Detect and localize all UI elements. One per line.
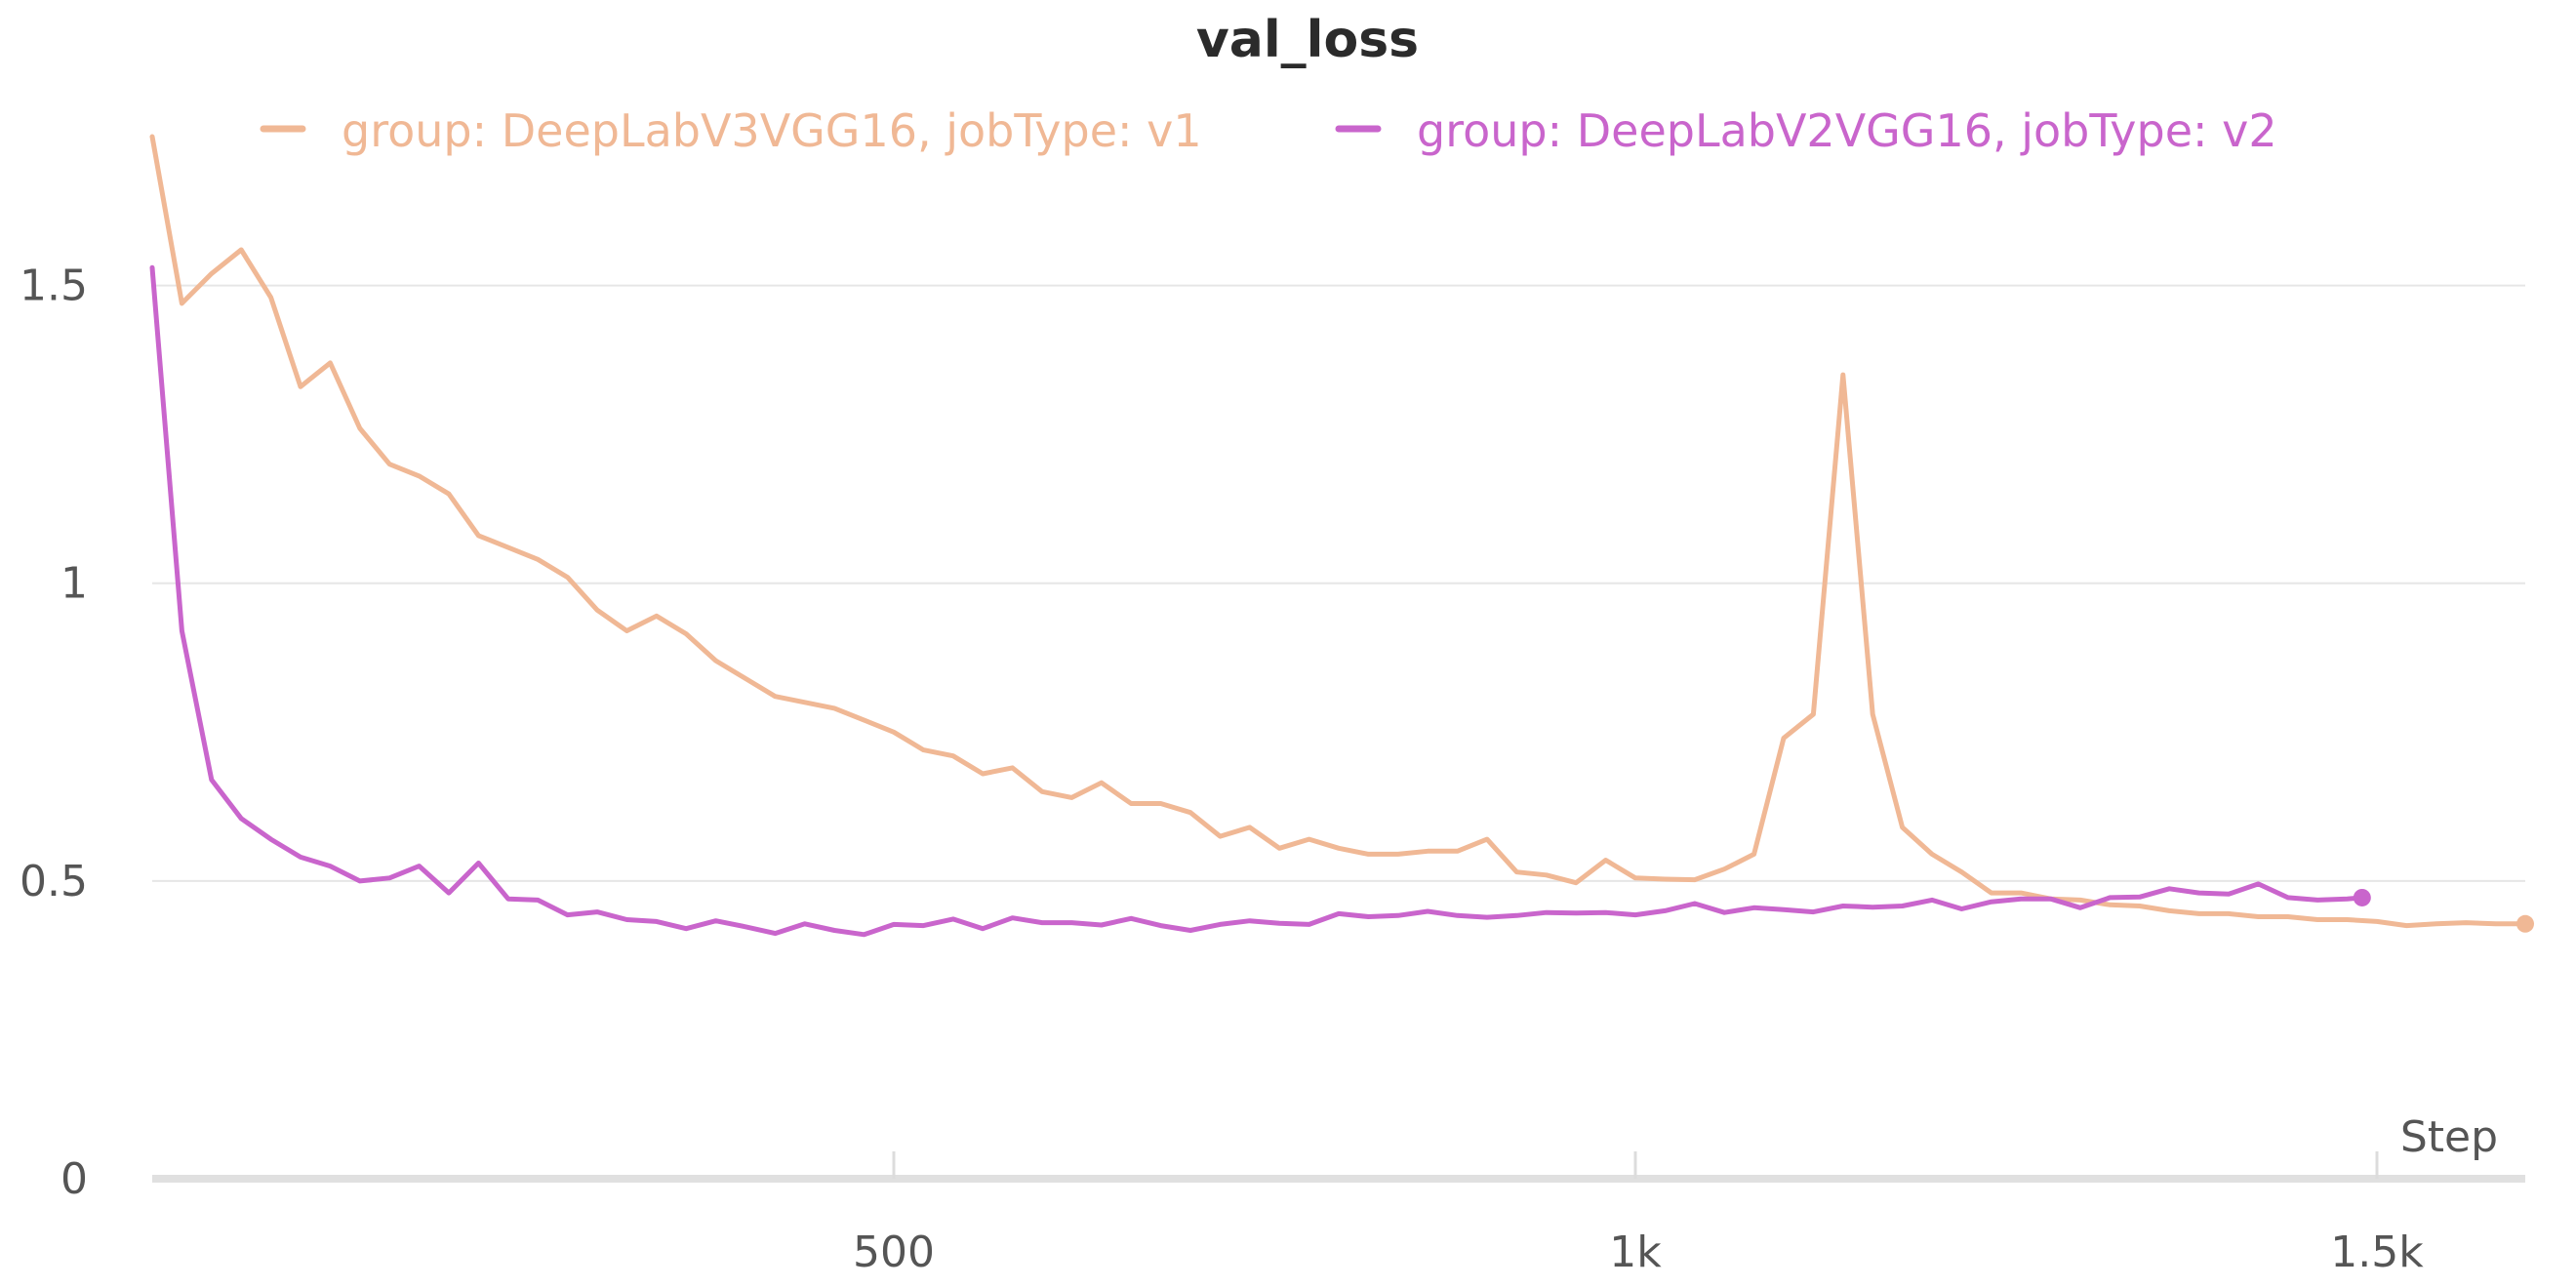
x-tick-label: 500 xyxy=(853,1228,935,1277)
series-line-1 xyxy=(149,134,2528,929)
x-tick-label: 1k xyxy=(1609,1228,1662,1277)
x-axis-label: Step xyxy=(2400,1112,2498,1162)
legend-label-1: group: DeepLabV3VGG16, jobType: v1 xyxy=(342,104,1202,157)
y-tick-label: 0.5 xyxy=(20,857,88,906)
y-tick-label: 1.5 xyxy=(20,262,88,311)
x-axis: 500 1k 1.5k xyxy=(152,1151,2525,1277)
y-axis: 0 0.5 1 1.5 xyxy=(20,262,88,1204)
series-line-2 xyxy=(149,264,2365,938)
series-layer xyxy=(149,134,2534,938)
legend-label-2: group: DeepLabV2VGG16, jobType: v2 xyxy=(1417,104,2277,157)
y-tick-label: 0 xyxy=(60,1154,88,1204)
y-tick-label: 1 xyxy=(60,559,88,609)
x-tick-label: 1.5k xyxy=(2330,1228,2424,1277)
grid-lines xyxy=(152,284,2525,882)
legend: group: DeepLabV3VGG16, jobType: v1 group:… xyxy=(260,104,2277,157)
chart-title: val_loss xyxy=(1196,11,1419,69)
series-end-point-2 xyxy=(2353,888,2371,906)
series-end-point-1 xyxy=(2516,914,2534,933)
